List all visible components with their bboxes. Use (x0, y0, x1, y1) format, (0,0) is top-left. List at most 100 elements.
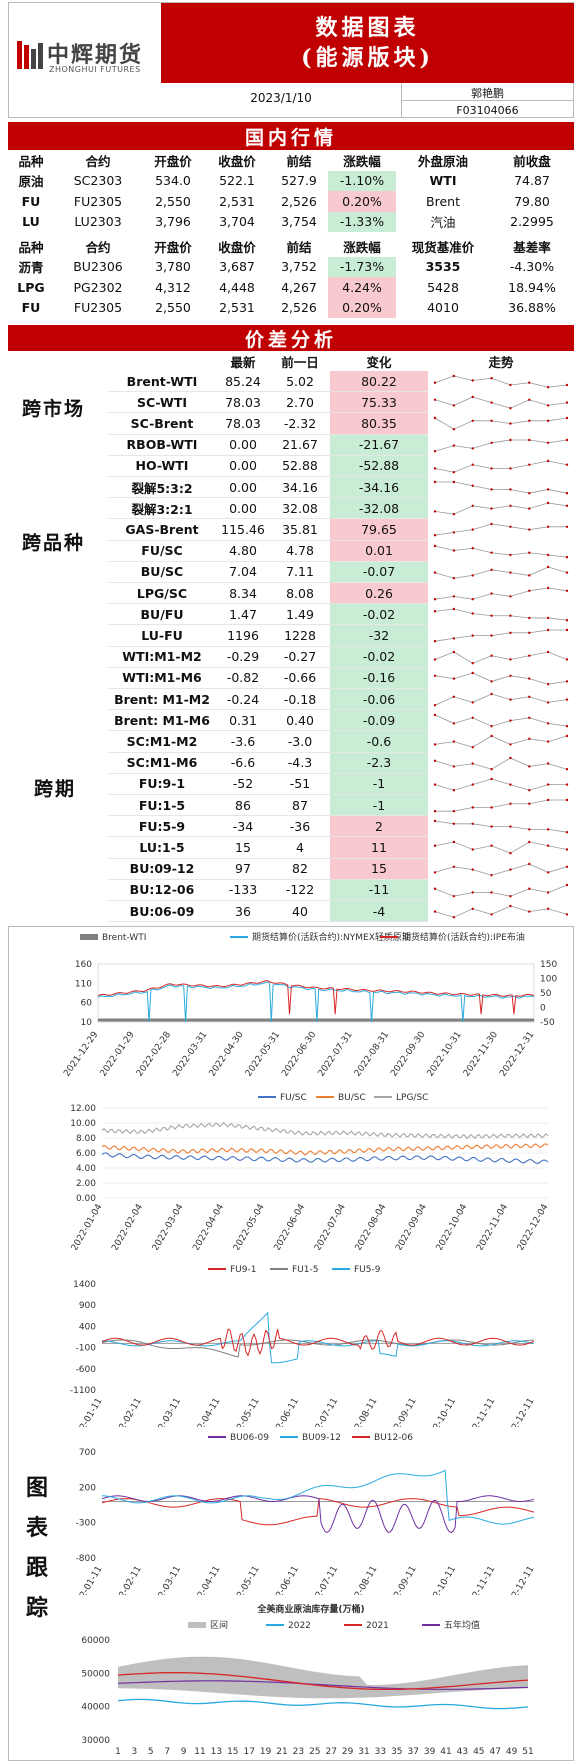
table-cell: 74.87 (514, 173, 550, 189)
spread-name-cell: Brent-WTI (108, 371, 216, 393)
sparkline-point (528, 910, 531, 913)
table-cell: FU (21, 300, 41, 316)
spread-change-cell: -32 (330, 625, 428, 647)
x-tick-label: 2022-05-31 (244, 1030, 282, 1079)
sparkline-point (471, 528, 474, 532)
sparkline-point (565, 679, 569, 683)
spread-change-cell: -1 (330, 795, 428, 817)
sparkline-point (452, 480, 456, 484)
sparkline-point (565, 767, 569, 770)
spread-prev-cell: 32.08 (270, 498, 330, 520)
x-tick-label: 2022-09-30 (389, 1030, 427, 1079)
y-tick-label: 2.00 (76, 1179, 96, 1189)
sparkline-line (434, 714, 568, 727)
sparkline-point (565, 492, 569, 495)
spread-name-cell: FU:1-5 (108, 795, 216, 817)
spread-name-cell: FU:9-1 (108, 774, 216, 795)
sparkline-point (471, 716, 474, 720)
table-cell: 3,780 (155, 259, 191, 275)
spread-name-cell: SC-WTI (108, 392, 216, 414)
table-header-cell: 前收盘 (513, 153, 551, 169)
sparkline-point (565, 383, 569, 387)
spread-latest-cell: 0.00 (216, 456, 270, 477)
sparkline (433, 777, 569, 792)
sparkline-point (509, 525, 512, 529)
sparkline (433, 841, 569, 855)
sparkline-point (509, 894, 512, 898)
sparkline-point (433, 571, 437, 574)
sparkline-point (433, 704, 437, 707)
sparkline-point (471, 671, 474, 674)
y-tick-label: -1100 (70, 1386, 96, 1396)
sparkline-point (490, 614, 493, 618)
domestic-section-header: 国内行情 (8, 122, 574, 150)
table-cell: FU2305 (73, 193, 123, 209)
x-tick-label: 2022-11-11 (463, 1565, 498, 1596)
spread-header-cell: 最新 (230, 354, 256, 370)
sparkline-point (490, 592, 493, 595)
sparkline-point (452, 595, 456, 598)
x-tick-label: 47 (489, 1747, 500, 1757)
sparkline (433, 607, 569, 622)
sparkline-point (452, 764, 456, 768)
sparkline-point (490, 777, 493, 780)
change-pct-cell: 4.24% (328, 277, 396, 298)
sparkline-point (528, 528, 531, 532)
sparkline-point (565, 619, 569, 622)
sparkline-point (546, 828, 550, 831)
sparkline-point (528, 463, 531, 466)
sparkline-line (434, 396, 568, 409)
y-tick-label: 400 (79, 1322, 96, 1332)
sparkline-point (452, 404, 456, 407)
spread-name-cell: 裂解3:2:1 (108, 498, 216, 520)
sparkline-point (546, 386, 550, 389)
spread-prev-cell: 40 (270, 901, 330, 923)
sparkline-point (565, 525, 569, 529)
y-tick-label: 110 (75, 979, 92, 989)
spread-prev-cell: 1.49 (270, 604, 330, 626)
sparkline-point (471, 573, 474, 577)
spread-prev-cell: 21.67 (270, 435, 330, 456)
sparkline-point (509, 488, 512, 491)
y-tick-label: 12.00 (70, 1104, 96, 1114)
sparkline (433, 862, 569, 876)
logo-mark-icon (17, 41, 43, 69)
x-tick-label: 19 (260, 1747, 272, 1757)
plot-area (97, 963, 535, 1023)
x-tick-label: 2022-08-11 (345, 1565, 380, 1596)
sparkline-point (490, 725, 493, 728)
sparkline-point (490, 844, 493, 848)
sparkline-point (565, 913, 569, 916)
sparkline-point (528, 695, 531, 698)
sparkline (433, 565, 569, 580)
table-header-cell: 涨跌幅 (343, 153, 381, 169)
sparkline-point (546, 629, 550, 632)
category-cross-product: 跨品种 (22, 532, 86, 554)
x-tick-label: 37 (407, 1747, 418, 1757)
sparkline-point (433, 510, 437, 513)
spread-header-cell: 变化 (366, 354, 392, 370)
sparkline-point (546, 553, 550, 556)
sparkline-point (546, 701, 550, 704)
sparkline-line (434, 566, 568, 579)
spread-name-cell: WTI:M1-M6 (108, 668, 216, 689)
sparkline-point (509, 825, 512, 828)
sparkline-point (471, 761, 474, 765)
sparkline-line (435, 481, 568, 494)
sparkline-point (546, 616, 550, 620)
table-header-cell: 基差率 (513, 239, 551, 255)
sparkline-point (490, 913, 493, 916)
legend-label: 期货结算价(活跃合约):IPE布油 (402, 931, 525, 943)
sparkline-point (490, 467, 493, 470)
sparkline-point (452, 677, 456, 680)
sparkline-point (490, 634, 493, 638)
y-tick-label: 200 (79, 1483, 96, 1493)
sparkline-line (434, 587, 568, 600)
x-tick-label: 3 (132, 1747, 138, 1757)
sparkline-point (528, 764, 531, 768)
spread-latest-cell: 0.00 (216, 498, 270, 520)
legend-label: BU12-06 (374, 1433, 413, 1443)
sparkline-point (509, 743, 512, 746)
sparkline-point (528, 677, 531, 680)
sparkline-line (434, 905, 568, 918)
